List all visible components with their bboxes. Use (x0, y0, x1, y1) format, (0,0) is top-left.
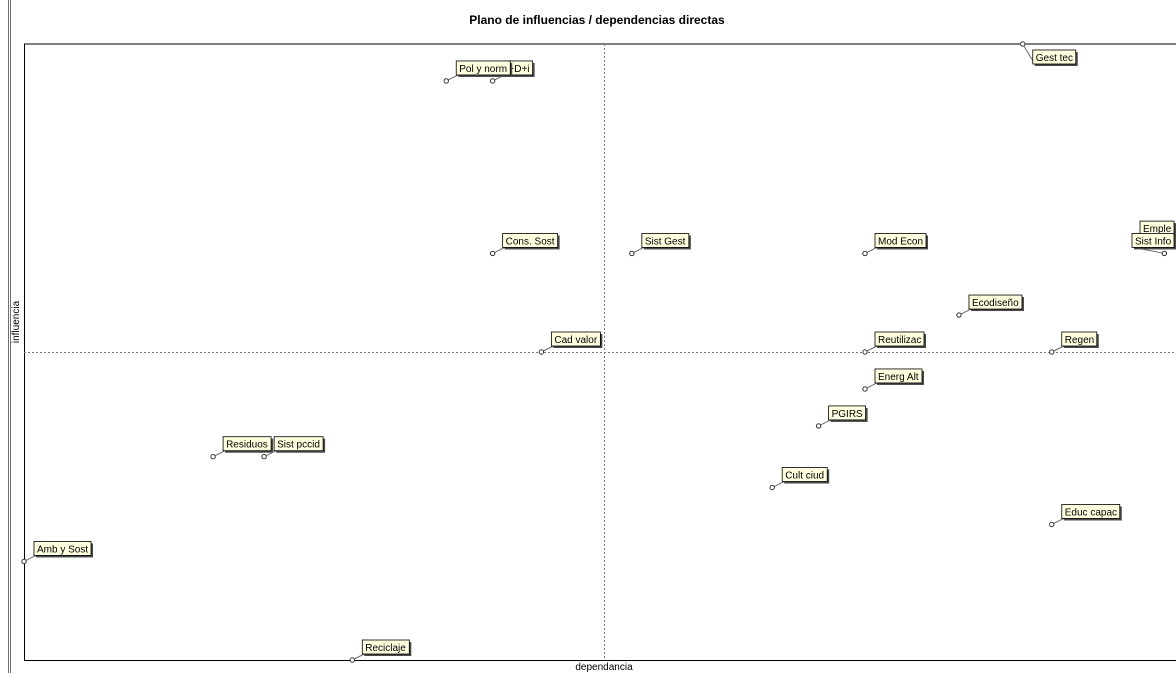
data-point-reutilizac: Reutilizac (862, 331, 926, 355)
point-marker (1049, 349, 1055, 355)
y-axis-label: influencia (11, 300, 22, 343)
label-box (968, 294, 1023, 310)
point-label: Reciclaje (365, 643, 406, 654)
label-box (828, 405, 866, 421)
data-point-pgirs: PGIRS (815, 405, 868, 429)
data-point-amb-y-sost: Amb y Sost (21, 541, 93, 565)
label-box (1061, 504, 1121, 519)
point-marker (261, 454, 267, 460)
point-marker (862, 250, 868, 257)
point-label: Sist Info (1135, 236, 1172, 247)
point-marker (769, 484, 775, 491)
data-point-cad-valor: Cad valor (538, 331, 603, 355)
label-box (1131, 233, 1175, 248)
point-label: Sist pccid (277, 440, 320, 451)
point-marker (349, 657, 355, 663)
data-point-reciclaje: Reciclaje (349, 639, 412, 663)
data-point-sist-pccid: Sist pccid (261, 436, 326, 460)
point-marker (1049, 521, 1055, 528)
point-label: PGIRS (832, 409, 863, 420)
point-label: Amb y Sost (37, 544, 88, 555)
point-marker (1020, 41, 1026, 47)
point-label: Ecodiseño (972, 298, 1019, 309)
point-marker (21, 558, 27, 565)
label-box (874, 331, 925, 347)
left-border-line-inner (10, 0, 11, 673)
point-label: Reutilizac (878, 335, 921, 346)
label-box (550, 331, 601, 347)
point-label: Emple (1143, 224, 1172, 235)
data-point-regen: Regen (1049, 331, 1099, 355)
point-label: Cult ciud (785, 471, 824, 482)
point-label: Cons. Sost (506, 236, 555, 247)
point-marker (862, 386, 868, 392)
chart-title: Plano de influencias / dependencias dire… (469, 13, 725, 27)
data-point-cons-sost: Cons. Sost (489, 233, 560, 257)
point-label: Mod Econ (878, 236, 923, 247)
point-marker (815, 423, 822, 429)
label-box (874, 368, 923, 384)
point-label: Sist Gest (645, 236, 686, 247)
label-box (361, 639, 410, 655)
label-box (273, 436, 324, 452)
left-border-line (8, 0, 9, 673)
point-marker (956, 312, 962, 318)
point-label: Educ capac (1065, 507, 1117, 518)
data-point-pol-y-norm: Pol y norm (443, 60, 513, 84)
data-point-gest-tec: Gest tec (1020, 41, 1078, 66)
point-label: I+D+i (506, 64, 530, 75)
point-label: Cad valor (554, 335, 597, 346)
point-marker (538, 349, 545, 355)
label-box (222, 436, 272, 452)
point-label: Regen (1065, 335, 1094, 346)
point-marker (629, 250, 635, 257)
label-box (455, 60, 511, 76)
point-marker (862, 349, 868, 355)
label-box (33, 541, 92, 556)
point-marker (489, 78, 496, 84)
data-point-residuos: Residuos (210, 436, 274, 460)
label-box (641, 233, 690, 248)
data-point-cult-ciud: Cult ciud (769, 467, 830, 491)
point-marker (489, 250, 496, 257)
label-box (1032, 49, 1077, 65)
point-label: Gest tec (1036, 53, 1073, 64)
point-marker (1161, 250, 1167, 257)
point-marker (443, 78, 449, 84)
point-label: Residuos (226, 440, 268, 451)
point-label: Energ Alt (878, 372, 919, 383)
data-point-educ-capac: Educ capac (1049, 504, 1122, 528)
data-point-sist-info: Sist Info (1131, 233, 1176, 257)
label-box (502, 233, 559, 248)
data-point-sist-gest: Sist Gest (629, 233, 691, 257)
point-label: Pol y norm (459, 64, 507, 75)
x-axis-label: dependancia (575, 662, 633, 673)
data-point-ecodise-o: Ecodiseño (956, 294, 1024, 318)
label-box (781, 467, 828, 482)
label-box (1061, 331, 1098, 347)
point-marker (210, 454, 216, 460)
label-box (874, 233, 927, 248)
data-point-energ-alt: Energ Alt (862, 368, 924, 392)
data-point-mod-econ: Mod Econ (862, 233, 928, 257)
